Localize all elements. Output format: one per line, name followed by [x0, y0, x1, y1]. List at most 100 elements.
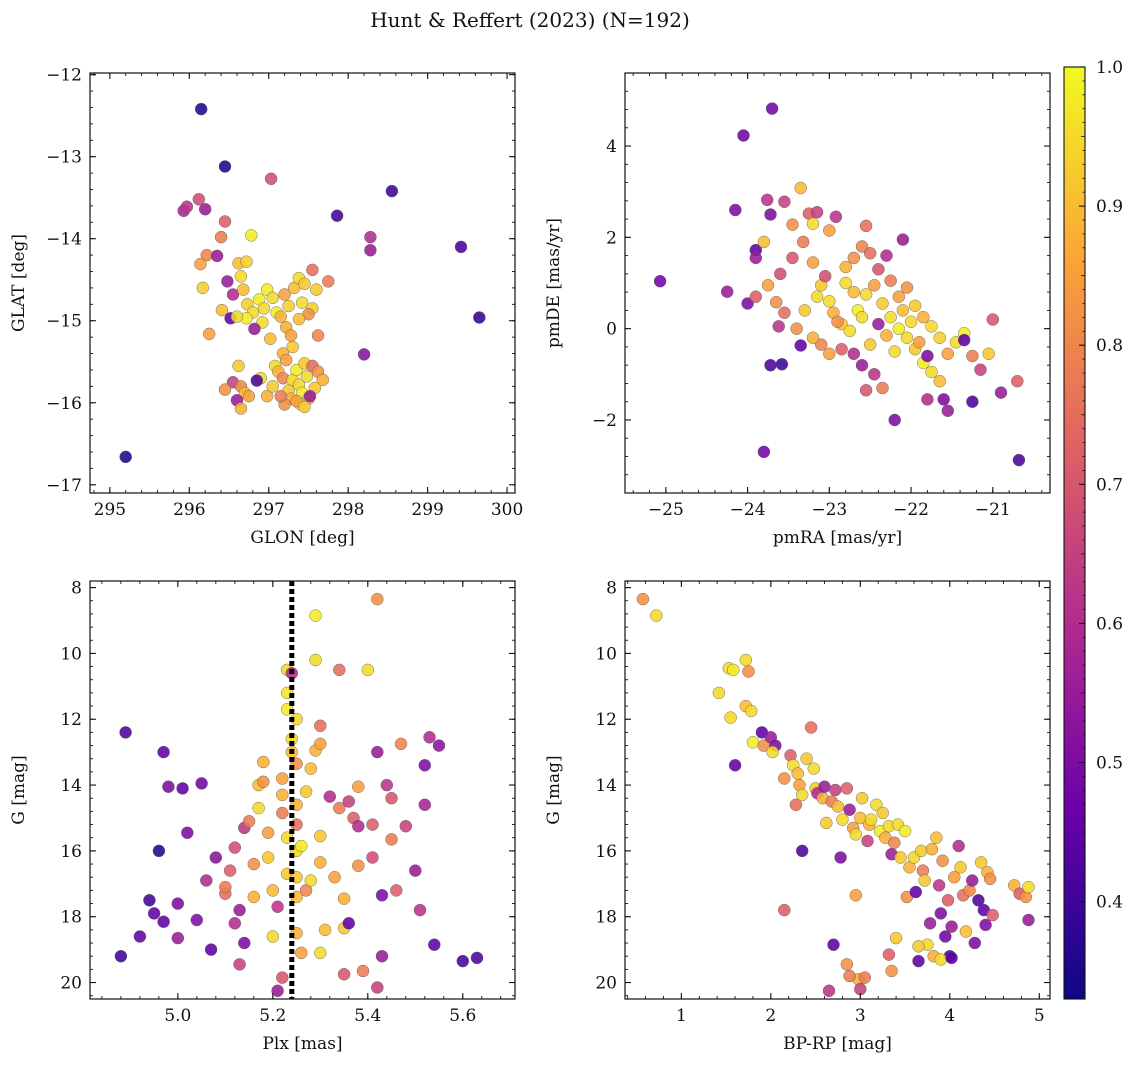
data-point [352, 820, 365, 833]
data-point [143, 894, 156, 907]
data-point [271, 900, 284, 913]
data-point [266, 930, 279, 943]
data-point [968, 936, 981, 950]
colorbar-tick-label: 0.7 [1096, 475, 1123, 495]
x-tick-label: 5.6 [449, 1006, 476, 1026]
data-point [218, 383, 232, 396]
colorbar-tick-label: 0.5 [1096, 754, 1123, 774]
data-point [314, 719, 327, 732]
data-point [896, 233, 910, 246]
data-point [240, 255, 253, 268]
data-point [311, 329, 325, 342]
data-point [823, 295, 836, 308]
data-point [653, 275, 667, 288]
data-point [337, 892, 351, 905]
data-point [772, 320, 785, 333]
data-point [742, 665, 755, 678]
data-point [194, 102, 208, 116]
y-tick-label: −12 [46, 66, 82, 86]
data-point [913, 336, 926, 349]
data-point [194, 257, 207, 271]
data-point [242, 815, 256, 828]
data-point [843, 803, 856, 816]
data-point [202, 327, 216, 341]
data-point [859, 288, 873, 301]
data-point [375, 950, 389, 963]
data-point [162, 780, 175, 793]
data-point [766, 745, 779, 759]
data-point [228, 917, 242, 930]
data-point [786, 218, 799, 231]
y-tick-label: 18 [595, 908, 617, 928]
data-point [727, 663, 740, 677]
data-point [933, 331, 946, 344]
data-point [375, 889, 389, 902]
data-point [1022, 913, 1035, 927]
data-point [266, 380, 279, 393]
data-point [941, 894, 955, 907]
data-point [859, 384, 873, 397]
data-point [764, 208, 777, 221]
data-point [147, 907, 161, 920]
data-point [806, 331, 820, 344]
data-point [323, 790, 336, 803]
data-point [284, 329, 298, 342]
markers [119, 102, 486, 464]
data-point [192, 193, 206, 206]
data-point [242, 390, 256, 403]
data-point [257, 302, 271, 315]
data-point [888, 413, 901, 427]
data-point [804, 721, 818, 734]
data-point [394, 737, 408, 751]
y-tick-label: −14 [46, 230, 82, 250]
data-point [399, 820, 412, 833]
data-point [909, 885, 922, 899]
data-point [791, 767, 804, 780]
data-point [774, 267, 787, 281]
axes-frame [89, 580, 516, 1000]
data-point [847, 285, 860, 299]
data-point [114, 950, 128, 963]
data-point [223, 864, 237, 877]
data-point [892, 290, 905, 303]
y-tick-label: −16 [46, 394, 82, 414]
data-point [921, 393, 934, 406]
y-tick-label: −13 [46, 148, 82, 168]
data-point [248, 322, 261, 336]
data-point [918, 874, 931, 887]
data-point [839, 260, 852, 274]
data-point [876, 381, 889, 395]
data-point [966, 395, 979, 408]
data-point [237, 283, 250, 296]
data-point [888, 836, 901, 849]
data-point [238, 936, 251, 950]
data-point [836, 813, 849, 826]
data-point [849, 889, 862, 902]
data-point [234, 402, 248, 415]
data-point [276, 806, 289, 820]
data-point [749, 290, 762, 303]
y-axis-label: G [mag] [9, 755, 29, 824]
data-point [822, 984, 836, 997]
axes-frame [624, 72, 1051, 494]
data-point [385, 184, 399, 198]
data-point [195, 777, 208, 790]
data-point [770, 296, 783, 309]
y-tick-label: 20 [595, 974, 617, 994]
x-tick-label: 5 [1034, 1006, 1045, 1026]
data-point [409, 864, 422, 877]
data-point [209, 851, 223, 864]
data-point [930, 831, 943, 844]
data-point [739, 653, 752, 667]
data-point [835, 343, 848, 356]
data-point [299, 785, 313, 798]
data-point [119, 450, 132, 464]
data-point [724, 711, 737, 724]
x-tick-label: −23 [811, 500, 847, 520]
data-point [276, 971, 289, 984]
data-point [219, 880, 232, 894]
data-point [807, 762, 820, 775]
data-point [257, 775, 270, 788]
y-tick-label: 16 [60, 842, 82, 862]
data-point [221, 275, 234, 288]
